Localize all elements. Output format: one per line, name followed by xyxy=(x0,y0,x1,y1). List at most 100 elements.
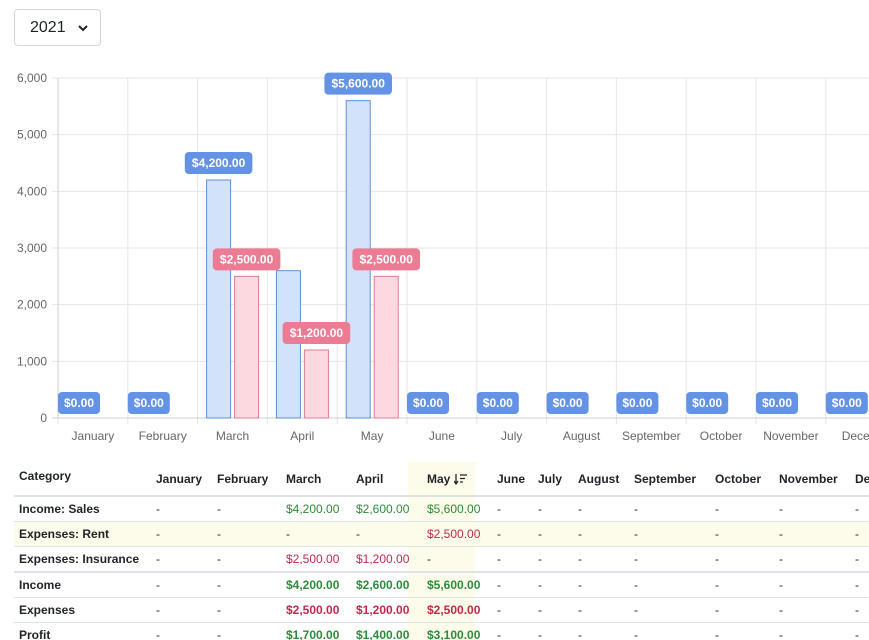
table-cell: $2,500.00 xyxy=(286,552,340,566)
column-header[interactable]: June xyxy=(497,472,526,486)
income-data-label: $0.00 xyxy=(553,396,583,410)
row-category: Profit xyxy=(19,628,51,640)
year-select[interactable]: 2021 xyxy=(14,9,101,46)
table-cell: - xyxy=(855,603,859,617)
table-cell: - xyxy=(715,502,719,516)
x-tick-label: January xyxy=(72,429,115,443)
expense-bar xyxy=(234,275,260,419)
table-cell: - xyxy=(578,628,582,640)
table-row: Income - - $4,200.00 $2,600.00 $5,600.00 - - - - -… xyxy=(14,572,869,598)
income-data-label-bg xyxy=(184,152,253,174)
table-header: Category January February March April May June… xyxy=(14,462,869,497)
table-row: Expenses - - $2,500.00 $1,200.00 $2,500.00 - - -… xyxy=(14,598,869,623)
chevron-down-icon xyxy=(78,25,88,32)
y-tick-label: 4,000 xyxy=(17,184,47,198)
table-cell: - xyxy=(217,628,221,640)
table-row: Profit - - $1,700.00 $1,400.00 $3,100.00 - - - - -… xyxy=(14,623,869,640)
table-cell: $3,100.00 xyxy=(427,628,481,640)
y-tick-label: 3,000 xyxy=(17,241,47,255)
summary-table: Category January February March April May June… xyxy=(0,462,869,640)
x-tick-label: June xyxy=(429,429,455,443)
column-header[interactable]: October xyxy=(715,472,762,486)
table-cell: - xyxy=(217,603,221,617)
income-bar xyxy=(275,270,301,419)
table-cell: - xyxy=(715,603,719,617)
table-cell: $2,600.00 xyxy=(356,578,410,592)
table-cell: - xyxy=(156,552,160,566)
column-header[interactable]: May xyxy=(427,462,468,497)
row-category: Expenses: Insurance xyxy=(19,552,140,566)
column-header[interactable]: November xyxy=(779,472,838,486)
x-tick-label: February xyxy=(139,429,187,443)
table-cell: - xyxy=(578,578,582,592)
x-tick-label: September xyxy=(622,429,681,443)
table-cell: - xyxy=(217,578,221,592)
column-header[interactable]: January xyxy=(156,472,203,486)
y-tick-label: 6,000 xyxy=(17,71,47,85)
table-cell: - xyxy=(578,552,582,566)
income-data-label-bg xyxy=(825,392,868,414)
table-cell: $5,600.00 xyxy=(427,578,481,592)
table-cell: - xyxy=(578,502,582,516)
income-data-label: $5,600.00 xyxy=(332,77,386,91)
income-data-label-bg xyxy=(686,392,729,414)
table-cell: - xyxy=(217,502,221,516)
table-cell: $4,200.00 xyxy=(286,502,340,516)
table-cell: - xyxy=(497,603,501,617)
table-cell: $2,500.00 xyxy=(427,527,481,541)
row-category: Income xyxy=(19,578,62,592)
x-tick-label: August xyxy=(563,429,601,443)
table-row: Expenses: Insurance - - $2,500.00 $1,200.00 -… xyxy=(14,547,869,572)
income-data-label-bg xyxy=(476,392,519,414)
table-cell: - xyxy=(779,527,783,541)
income-data-label-bg xyxy=(756,392,798,414)
table-cell: - xyxy=(217,527,221,541)
table-cell: - xyxy=(855,628,859,640)
table-cell: $2,600.00 xyxy=(356,502,410,516)
table-cell: - xyxy=(855,502,859,516)
table-cell: - xyxy=(538,603,542,617)
sort-descending-icon[interactable] xyxy=(454,474,468,486)
column-header[interactable]: August xyxy=(578,472,620,486)
table-cell: - xyxy=(538,502,542,516)
table-cell: - xyxy=(156,578,160,592)
income-data-label-bg xyxy=(58,392,100,414)
income-data-label: $0.00 xyxy=(483,396,513,410)
column-header[interactable]: July xyxy=(538,472,563,486)
expense-data-label: $2,500.00 xyxy=(220,252,274,266)
table-cell: - xyxy=(855,527,859,541)
x-tick-label: May xyxy=(361,429,384,443)
table-cell: - xyxy=(855,552,859,566)
x-tick-label: April xyxy=(290,429,314,443)
column-header[interactable]: March xyxy=(286,472,322,486)
column-header[interactable]: September xyxy=(634,472,697,486)
table-cell: - xyxy=(427,552,431,566)
table-cell: - xyxy=(634,628,638,640)
table-cell: - xyxy=(715,527,719,541)
y-tick-label: 0 xyxy=(40,411,47,425)
column-header[interactable]: Category xyxy=(19,469,72,483)
table-row: Income: Sales - - $4,200.00 $2,600.00 $5,600.… xyxy=(14,497,869,522)
table-cell: - xyxy=(634,578,638,592)
table-cell: - xyxy=(538,527,542,541)
income-data-label-bg xyxy=(324,72,392,95)
x-tick-label: July xyxy=(501,429,522,443)
column-header[interactable]: De xyxy=(855,472,869,486)
income-data-label: $0.00 xyxy=(622,396,652,410)
expense-data-label: $2,500.00 xyxy=(360,252,414,266)
column-header[interactable]: February xyxy=(217,472,269,486)
table-cell: - xyxy=(855,578,859,592)
income-data-label-bg xyxy=(546,392,589,414)
expense-bar xyxy=(373,275,399,419)
expense-bar xyxy=(303,349,329,419)
bar-chart: 0 1,000 2,000 3,000 4,000 5,000 6,000 January Fe… xyxy=(17,71,869,443)
table-cell: - xyxy=(578,527,582,541)
table-cell: - xyxy=(156,603,160,617)
income-data-label: $0.00 xyxy=(64,396,94,410)
table-cell: - xyxy=(779,578,783,592)
income-data-label: $0.00 xyxy=(134,396,164,410)
column-header[interactable]: April xyxy=(356,472,384,486)
table-cell: - xyxy=(779,552,783,566)
y-tick-label: 2,000 xyxy=(17,298,47,312)
table-cell: $1,200.00 xyxy=(356,603,410,617)
